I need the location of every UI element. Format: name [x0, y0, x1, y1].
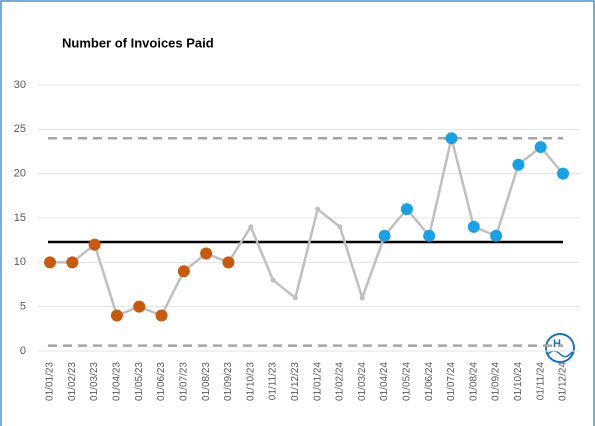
x-tick-label: 01/03/24: [357, 362, 368, 401]
data-point: [44, 256, 56, 269]
data-point: [359, 295, 365, 301]
data-point: [222, 256, 235, 269]
data-point: [270, 277, 276, 283]
data-point: [512, 158, 525, 171]
y-tick-label: 30: [14, 79, 26, 91]
x-tick-label: 01/07/23: [178, 362, 189, 401]
data-point: [400, 203, 413, 216]
y-tick-label: 15: [14, 212, 26, 224]
x-tick-label: 01/09/23: [223, 362, 234, 401]
data-point: [557, 167, 569, 180]
data-point: [490, 229, 503, 242]
data-point: [467, 220, 480, 233]
x-tick-label: 01/10/23: [245, 362, 256, 401]
svg-text:H: H: [553, 338, 561, 350]
x-tick-label: 01/08/24: [468, 362, 479, 401]
x-tick-label: 01/08/23: [201, 362, 212, 401]
data-point: [248, 224, 254, 230]
data-point: [315, 206, 321, 212]
x-tick-label: 01/12/23: [290, 362, 301, 401]
x-tick-label: 01/11/23: [268, 362, 279, 401]
x-tick-label: 01/01/24: [312, 362, 323, 401]
x-tick-label: 01/06/24: [424, 362, 435, 401]
data-point: [200, 247, 213, 260]
logo-icon: H: [545, 333, 575, 363]
data-point: [445, 132, 458, 145]
x-tick-label: 01/04/23: [112, 362, 123, 401]
y-tick-label: 5: [20, 301, 26, 313]
x-tick-label: 01/03/23: [89, 362, 100, 401]
x-tick-label: 01/04/24: [379, 362, 390, 401]
x-tick-label: 01/07/24: [446, 362, 457, 401]
data-point: [177, 265, 190, 278]
x-tick-label: 01/05/23: [134, 362, 145, 401]
y-tick-label: 0: [20, 345, 26, 357]
data-point: [423, 229, 436, 242]
x-tick-label: 01/05/24: [402, 362, 413, 401]
data-point: [133, 300, 146, 313]
data-point: [292, 295, 298, 301]
x-tick-label: 01/02/24: [335, 362, 346, 401]
x-tick-label: 01/01/23: [45, 362, 56, 401]
data-point: [88, 238, 101, 251]
y-tick-label: 10: [14, 256, 26, 268]
x-tick-label: 01/11/24: [535, 362, 546, 401]
data-point: [534, 141, 547, 154]
y-tick-label: 20: [14, 168, 26, 180]
chart-title: Number of Invoices Paid: [62, 35, 214, 50]
x-tick-label: 01/06/23: [156, 362, 167, 401]
data-point: [155, 309, 168, 322]
x-tick-label: 01/09/24: [491, 362, 502, 401]
data-point: [110, 309, 123, 322]
data-point: [378, 229, 391, 242]
x-tick-label: 01/10/24: [513, 362, 524, 401]
x-tick-label: 01/02/23: [67, 362, 78, 401]
data-point: [66, 256, 79, 269]
x-tick-label: 01/12/24: [558, 362, 569, 401]
y-tick-label: 25: [14, 123, 26, 135]
data-point: [337, 224, 343, 230]
